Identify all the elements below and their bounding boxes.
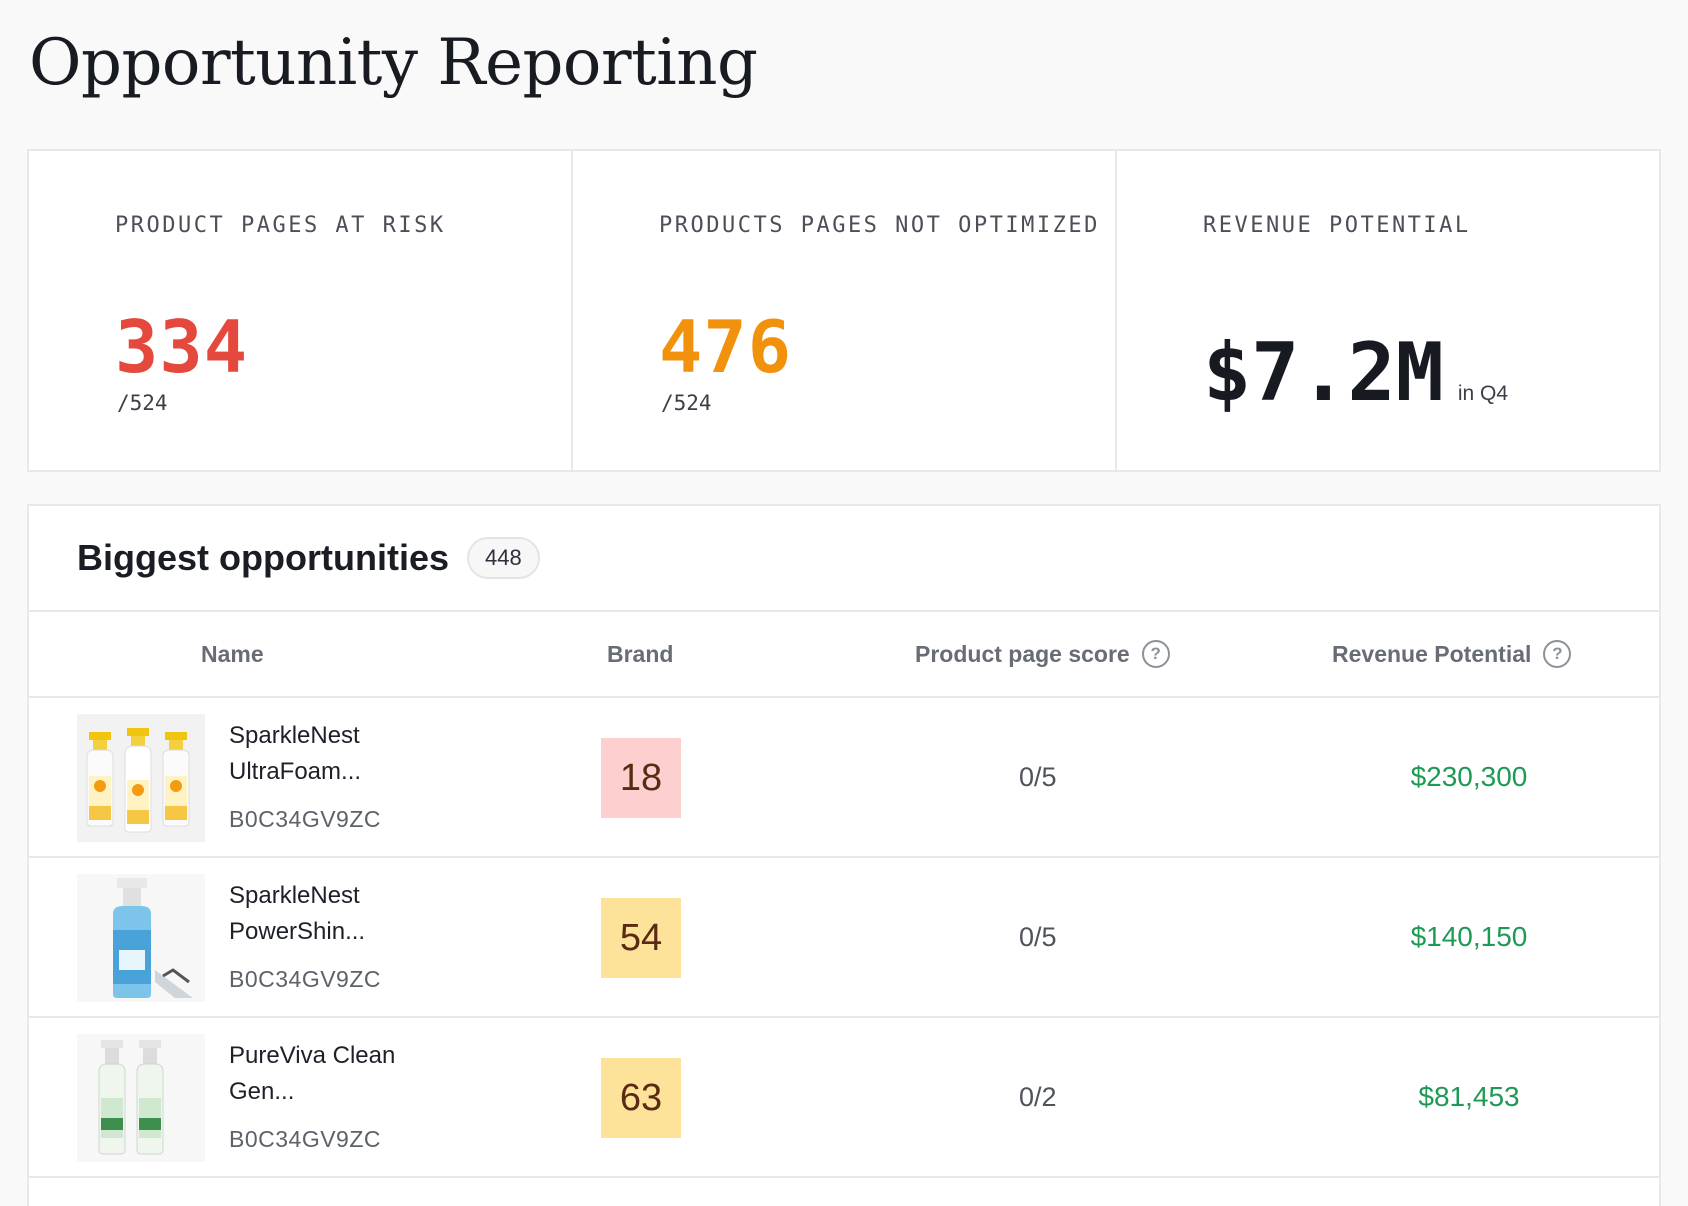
stat-value: $7.2M bbox=[1203, 326, 1444, 419]
table-row[interactable]: PureViva Clean Gen... B0C34GV9ZC 63 0/2 … bbox=[29, 1018, 1659, 1178]
question-mark-icon[interactable]: ? bbox=[1543, 640, 1572, 668]
stat-label: PRODUCTS PAGES NOT OPTIMIZED bbox=[659, 213, 1100, 238]
stat-value: 334 bbox=[115, 305, 249, 389]
opportunities-table: Biggest opportunities 448 Name Brand Pro… bbox=[27, 504, 1661, 1206]
yellow-spray-bottles-icon bbox=[77, 714, 205, 842]
revenue-potential: $81,453 bbox=[1418, 1081, 1520, 1112]
stat-label: REVENUE POTENTIAL bbox=[1203, 213, 1471, 238]
brand-score-badge: 63 bbox=[601, 1058, 681, 1138]
stat-value: 476 bbox=[659, 305, 793, 389]
glass-cleaner-bottle-icon bbox=[77, 874, 205, 1002]
revenue-potential: $140,150 bbox=[1410, 921, 1528, 952]
table-row[interactable]: SparkleNest UltraFoam... B0C34GV9ZC 18 0… bbox=[29, 698, 1659, 858]
product-page-score: 0/2 bbox=[1019, 1081, 1057, 1112]
product-name[interactable]: SparkleNest PowerShin... bbox=[229, 882, 366, 945]
brand-score-badge: 54 bbox=[601, 898, 681, 978]
column-header-label: Product page score bbox=[915, 640, 1130, 667]
stat-money: $7.2M in Q4 bbox=[1203, 333, 1508, 413]
product-sku: B0C34GV9ZC bbox=[229, 966, 382, 992]
product-page-score: 0/5 bbox=[1019, 761, 1057, 792]
column-header-revenue[interactable]: Revenue Potential ? bbox=[1332, 612, 1572, 696]
table-header: Biggest opportunities 448 bbox=[29, 506, 1659, 612]
column-header-brand[interactable]: Brand bbox=[607, 612, 673, 696]
stat-card-revenue-potential: REVENUE POTENTIAL $7.2M in Q4 bbox=[1117, 151, 1659, 470]
column-header-label: Brand bbox=[607, 640, 674, 667]
brand-score-badge: 18 bbox=[601, 738, 681, 818]
section-title: Biggest opportunities bbox=[77, 537, 449, 578]
stat-total: /524 bbox=[117, 391, 168, 415]
stat-card-at-risk: PRODUCT PAGES AT RISK 334 /524 bbox=[29, 151, 573, 470]
table-row[interactable]: SparkleNest PowerShin... B0C34GV9ZC 54 0… bbox=[29, 858, 1659, 1018]
count-badge: 448 bbox=[467, 537, 540, 579]
product-page-score: 0/5 bbox=[1019, 921, 1057, 952]
stat-label: PRODUCT PAGES AT RISK bbox=[115, 213, 446, 238]
stat-total: /524 bbox=[661, 391, 712, 415]
column-header-name[interactable]: Name bbox=[201, 612, 264, 696]
page-title: Opportunity Reporting bbox=[29, 26, 758, 100]
stat-card-not-optimized: PRODUCTS PAGES NOT OPTIMIZED 476 /524 bbox=[573, 151, 1117, 470]
stats-panel: PRODUCT PAGES AT RISK 334 /524 PRODUCTS … bbox=[27, 149, 1661, 472]
column-header-page-score[interactable]: Product page score ? bbox=[915, 612, 1170, 696]
stat-suffix: in Q4 bbox=[1457, 382, 1509, 405]
product-name[interactable]: SparkleNest UltraFoam... bbox=[229, 722, 362, 785]
column-header-label: Revenue Potential bbox=[1332, 640, 1532, 667]
question-mark-icon[interactable]: ? bbox=[1141, 640, 1170, 668]
column-header-label: Name bbox=[201, 640, 264, 667]
column-headers: Name Brand Product page score ? Revenue … bbox=[29, 612, 1659, 698]
product-sku: B0C34GV9ZC bbox=[229, 806, 382, 832]
product-sku: B0C34GV9ZC bbox=[229, 1126, 382, 1152]
product-name[interactable]: PureViva Clean Gen... bbox=[229, 1042, 396, 1105]
revenue-potential: $230,300 bbox=[1410, 761, 1528, 792]
green-spray-bottles-icon bbox=[77, 1034, 205, 1162]
